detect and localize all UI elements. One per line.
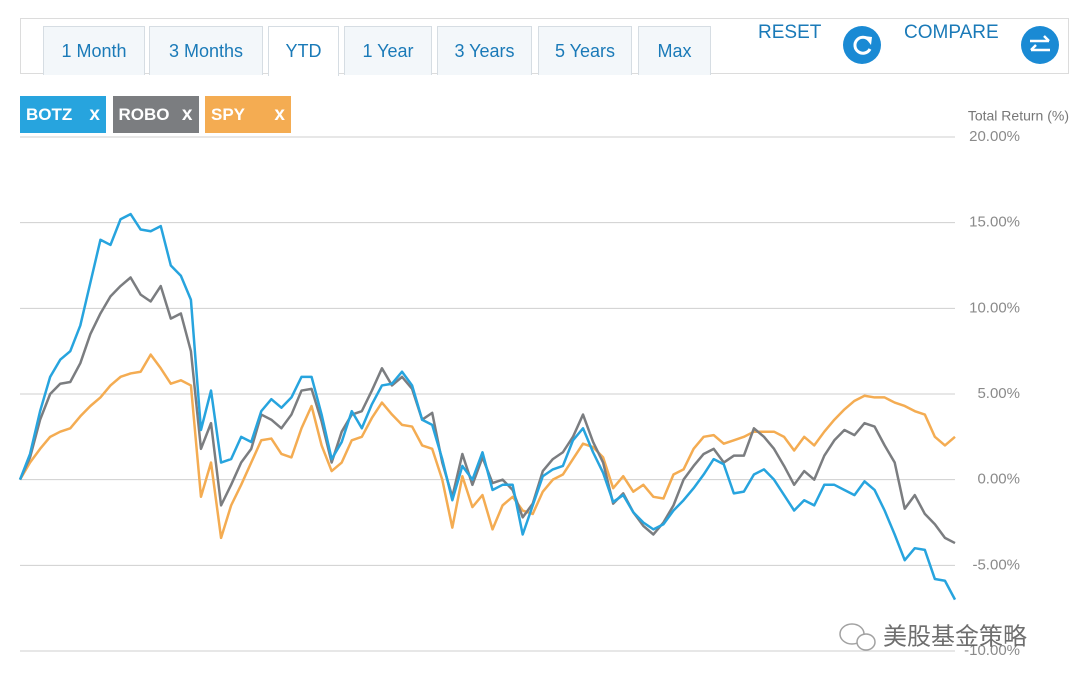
series-line xyxy=(18,353,956,540)
y-tick-label: 20.00% xyxy=(969,128,1020,145)
y-tick-label: 15.00% xyxy=(969,214,1020,231)
y-axis-title: Total Return (%) xyxy=(968,108,1069,124)
compare-button[interactable]: COMPARE xyxy=(904,22,999,43)
range-tab[interactable]: 1 Year xyxy=(344,26,432,75)
legend-remove[interactable]: x xyxy=(181,103,193,125)
range-tab[interactable]: YTD xyxy=(268,26,339,76)
legend-label: SPY xyxy=(211,104,246,124)
y-tick-label: -5.00% xyxy=(972,556,1020,573)
range-tab[interactable]: 3 Years xyxy=(437,26,532,75)
range-tab[interactable]: 5 Years xyxy=(538,26,632,75)
range-tab[interactable]: 3 Months xyxy=(149,26,263,75)
legend-remove[interactable]: x xyxy=(89,103,100,125)
range-tab[interactable]: Max xyxy=(638,26,711,75)
y-tick-label: 10.00% xyxy=(969,299,1020,316)
compare-icon[interactable] xyxy=(1021,26,1059,64)
watermark: 美股基金策略 xyxy=(883,623,1027,650)
legend-chip[interactable]: BOTZ x xyxy=(20,96,106,133)
legend-remove[interactable]: x xyxy=(274,103,285,125)
legend-label: BOTZ xyxy=(26,104,73,124)
legend-chip[interactable]: SPY x xyxy=(205,96,291,133)
y-tick-label: -10.00% xyxy=(964,642,1020,659)
range-tab[interactable]: 1 Month xyxy=(43,26,145,75)
y-tick-label: 5.00% xyxy=(977,385,1020,402)
y-tick-label: 0.00% xyxy=(977,471,1020,488)
watermark-icon xyxy=(839,623,876,651)
legend-label: ROBO xyxy=(118,104,170,124)
series-line xyxy=(18,212,957,601)
reset-icon[interactable] xyxy=(843,26,881,64)
range-bar: 1 Month 3 Months YTD 1 Year 3 Years 5 Years Ma… xyxy=(20,18,1069,76)
legend-chip[interactable]: ROBO x xyxy=(112,96,199,133)
reset-button[interactable]: RESET xyxy=(758,22,822,43)
